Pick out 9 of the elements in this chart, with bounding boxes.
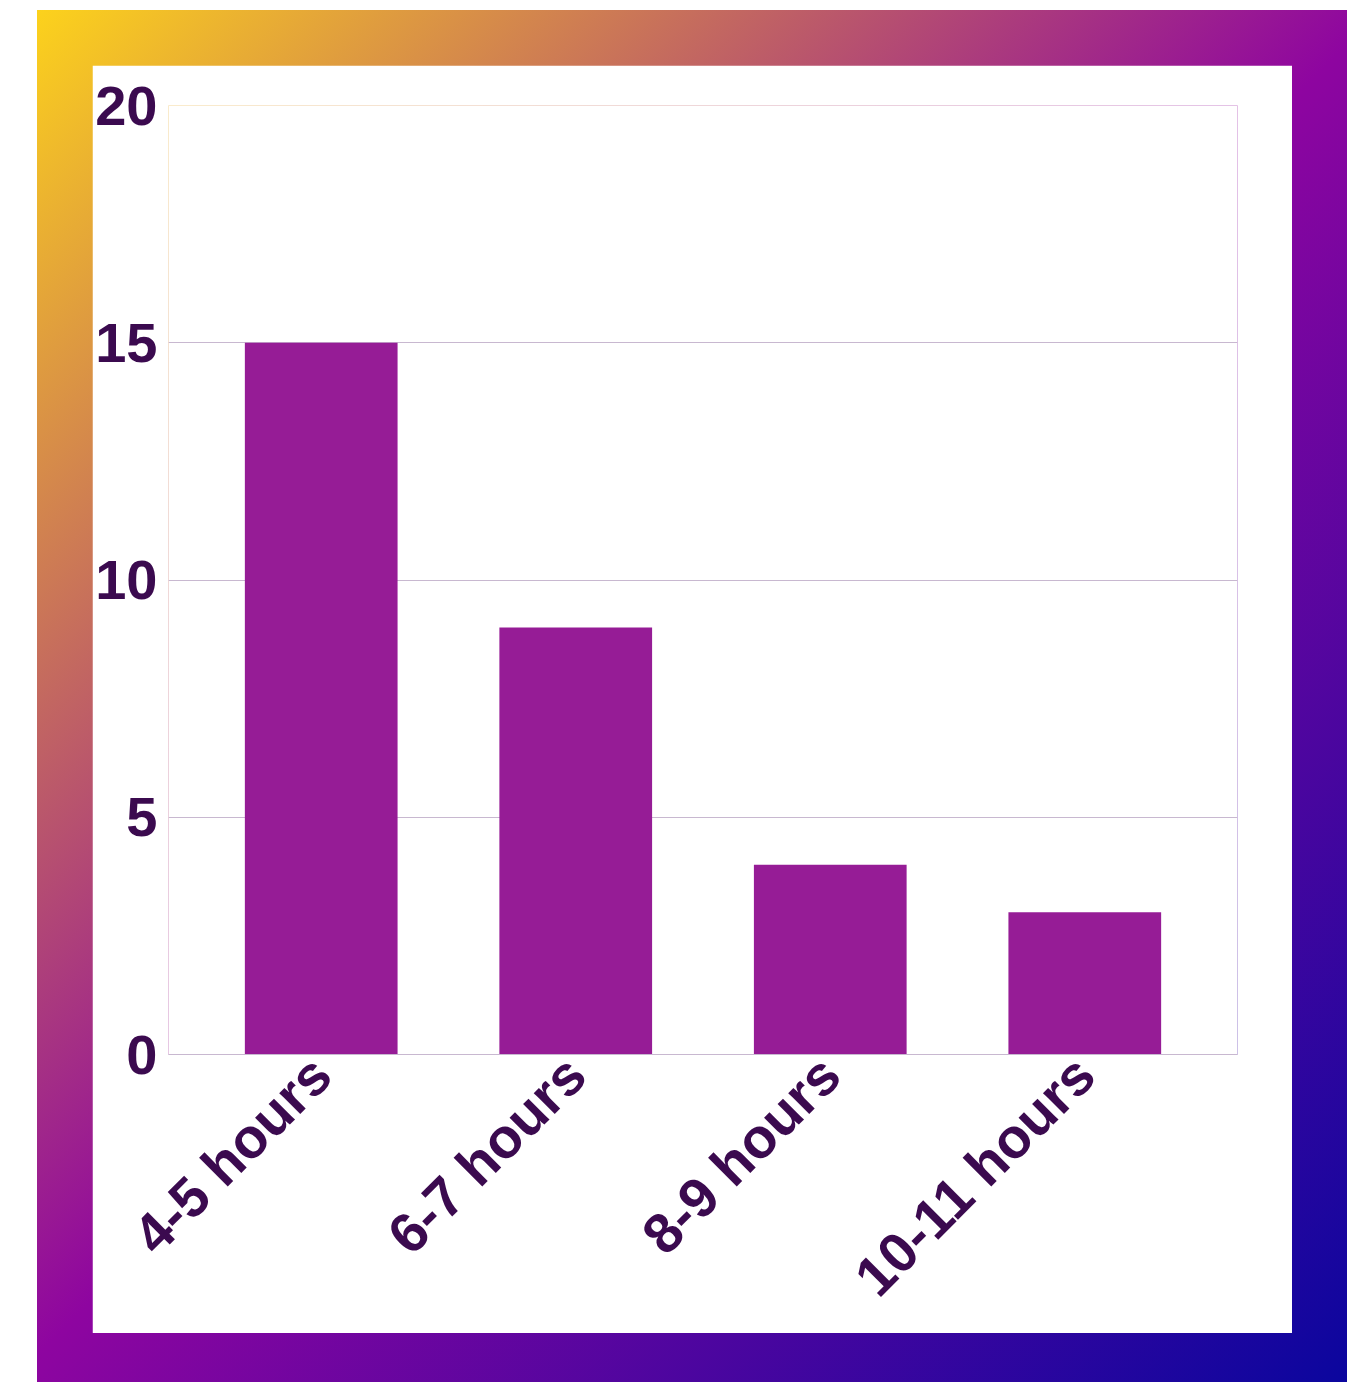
- bar: [1008, 912, 1162, 1055]
- y-tick-label: 0: [126, 1022, 158, 1086]
- y-tick-label: 15: [95, 310, 158, 374]
- bar: [244, 342, 398, 1055]
- bar: [499, 627, 653, 1055]
- y-tick-label: 10: [95, 548, 158, 611]
- y-tick-label: 20: [95, 73, 158, 137]
- y-tick-label: 5: [126, 785, 158, 849]
- bar: [753, 864, 907, 1055]
